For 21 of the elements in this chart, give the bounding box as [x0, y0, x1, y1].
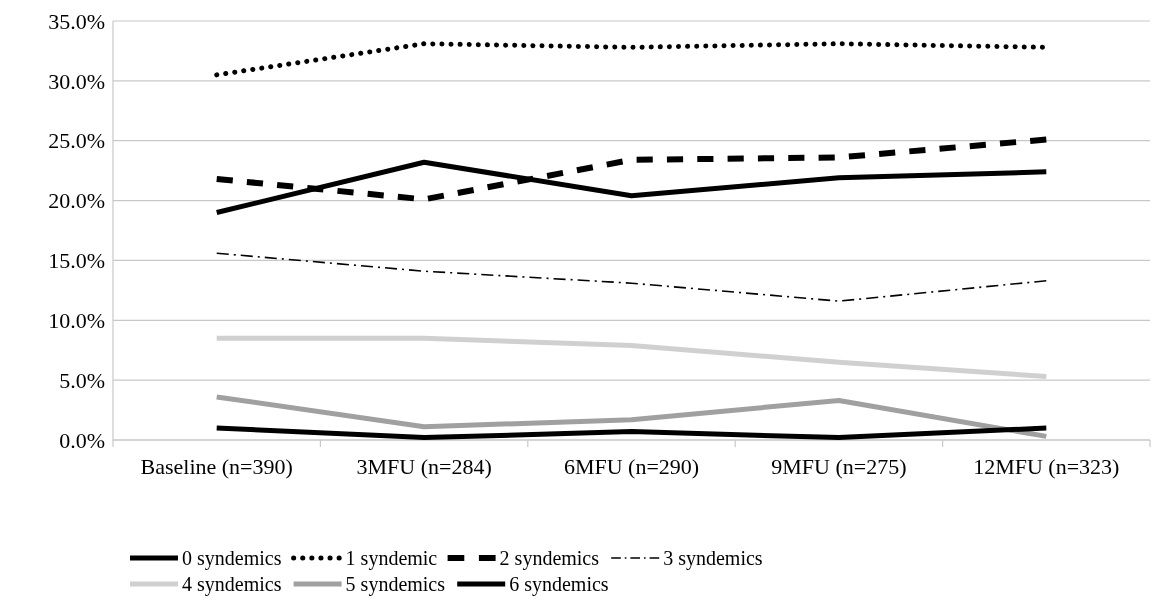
y-tick-label: 30.0%: [48, 68, 105, 94]
line-series: [215, 252, 1048, 302]
y-tick-label: 25.0%: [48, 128, 105, 154]
x-tick-label: 3MFU (n=284): [356, 454, 492, 479]
legend-label: 5 syndemics: [345, 573, 446, 596]
x-tick-label: 12MFU (n=323): [973, 454, 1120, 479]
y-tick-label: 20.0%: [48, 188, 105, 214]
x-tick-label: 6MFU (n=290): [563, 454, 700, 479]
legend-label: 6 syndemics: [509, 573, 609, 596]
y-tick-label: 5.0%: [59, 367, 105, 393]
legend-label: 3 syndemics: [663, 547, 763, 570]
x-tick-label: Baseline (n=390): [140, 454, 293, 479]
y-tick-label: 0.0%: [59, 427, 105, 453]
y-tick-label: 35.0%: [48, 8, 105, 34]
legend-label: 0 syndemics: [182, 547, 282, 570]
legend-label: 4 syndemics: [182, 573, 282, 596]
legend-label: 1 syndemic: [345, 547, 438, 570]
x-tick-label: 9MFU (n=275): [771, 454, 907, 479]
y-tick-label: 15.0%: [48, 248, 105, 274]
y-tick-label: 10.0%: [48, 307, 105, 333]
legend-label: 2 syndemics: [499, 547, 600, 570]
